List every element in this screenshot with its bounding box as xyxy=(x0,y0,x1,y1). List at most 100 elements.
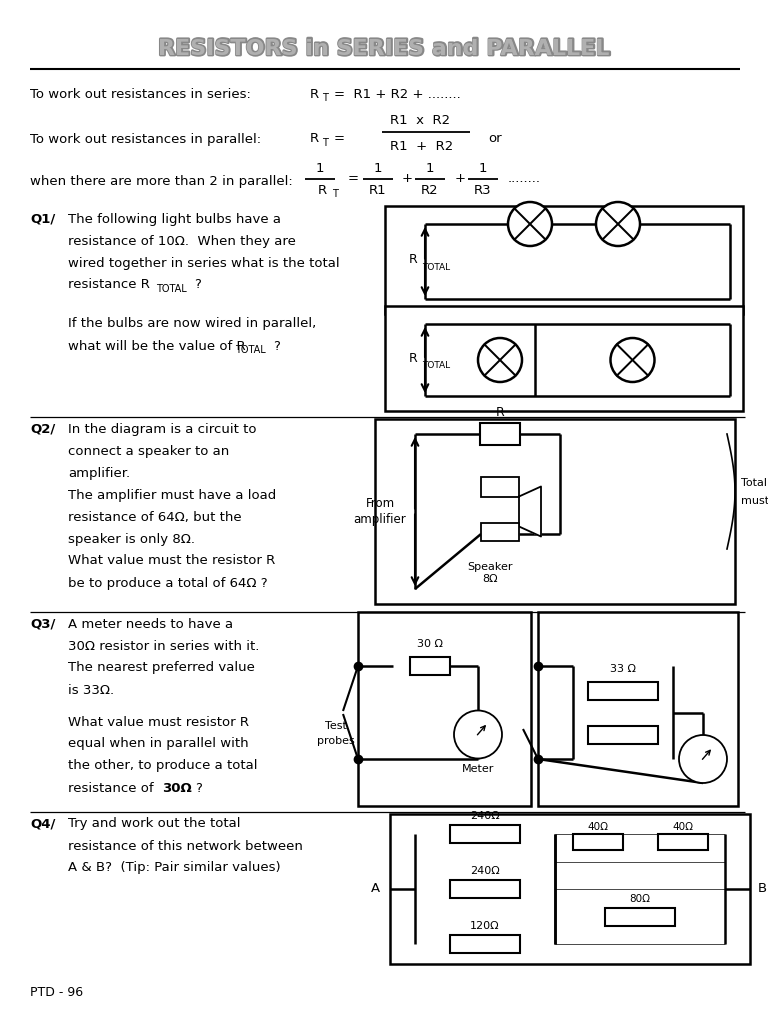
Text: A & B?  (Tip: Pair similar values): A & B? (Tip: Pair similar values) xyxy=(68,861,280,874)
Text: connect a speaker to an: connect a speaker to an xyxy=(68,444,230,458)
Text: A meter needs to have a: A meter needs to have a xyxy=(68,617,233,631)
Circle shape xyxy=(611,338,654,382)
Text: ........: ........ xyxy=(508,172,541,185)
Text: What value must the resistor R: What value must the resistor R xyxy=(68,555,275,567)
Text: If the bulbs are now wired in parallel,: If the bulbs are now wired in parallel, xyxy=(68,317,316,331)
Bar xyxy=(588,725,658,743)
Text: R1  +  R2: R1 + R2 xyxy=(390,139,453,153)
Text: what will be the value of R: what will be the value of R xyxy=(68,340,246,352)
Text: Q1/: Q1/ xyxy=(30,213,55,225)
Text: 1: 1 xyxy=(425,163,434,175)
Text: be to produce a total of 64Ω ?: be to produce a total of 64Ω ? xyxy=(68,577,267,590)
Bar xyxy=(605,907,675,926)
Bar xyxy=(480,423,520,445)
Text: amplifier.: amplifier. xyxy=(68,467,130,479)
Text: resistance of 10Ω.  When they are: resistance of 10Ω. When they are xyxy=(68,234,296,248)
Text: =: = xyxy=(334,132,345,145)
Bar xyxy=(390,814,750,964)
Text: Meter: Meter xyxy=(462,765,494,774)
Text: when there are more than 2 in parallel:: when there are more than 2 in parallel: xyxy=(30,174,293,187)
Text: 1: 1 xyxy=(374,163,382,175)
Bar xyxy=(450,935,520,953)
Text: T: T xyxy=(322,138,328,148)
Bar xyxy=(375,419,735,604)
Text: T: T xyxy=(322,93,328,103)
Text: RESISTORS in SERIES and PARALLEL: RESISTORS in SERIES and PARALLEL xyxy=(158,39,610,59)
Text: RESISTORS in SERIES and PARALLEL: RESISTORS in SERIES and PARALLEL xyxy=(158,39,610,59)
Text: 240Ω: 240Ω xyxy=(470,866,500,876)
Bar xyxy=(657,834,707,850)
Text: =: = xyxy=(348,172,359,185)
Text: TOTAL: TOTAL xyxy=(156,284,187,294)
Circle shape xyxy=(596,202,640,246)
Text: R1  x  R2: R1 x R2 xyxy=(390,114,450,127)
Text: A: A xyxy=(371,883,380,896)
Text: To work out resistances in series:: To work out resistances in series: xyxy=(30,87,251,100)
Bar xyxy=(450,880,520,898)
Bar xyxy=(481,476,519,497)
Text: 30 Ω: 30 Ω xyxy=(417,639,443,649)
Bar xyxy=(410,657,450,675)
Text: R: R xyxy=(495,406,505,419)
Text: R: R xyxy=(318,183,327,197)
Text: Test: Test xyxy=(325,721,347,731)
Text: 1: 1 xyxy=(316,163,324,175)
Text: What value must resistor R: What value must resistor R xyxy=(68,716,249,728)
Text: R: R xyxy=(310,87,319,100)
Text: 40Ω: 40Ω xyxy=(587,821,608,831)
Text: Q4/: Q4/ xyxy=(30,817,55,830)
Bar xyxy=(450,825,520,843)
Text: T: T xyxy=(332,189,338,199)
Bar xyxy=(385,306,743,411)
Bar xyxy=(481,522,519,541)
Text: or: or xyxy=(488,132,502,145)
Text: equal when in parallel with: equal when in parallel with xyxy=(68,737,249,751)
Text: Total resistance: Total resistance xyxy=(741,477,768,487)
Text: must equal 64Ω: must equal 64Ω xyxy=(741,496,768,506)
Text: B: B xyxy=(758,883,767,896)
Text: R: R xyxy=(619,733,627,746)
Text: 30Ω: 30Ω xyxy=(162,781,192,795)
Text: R2: R2 xyxy=(421,183,439,197)
Text: 8Ω: 8Ω xyxy=(482,574,498,584)
Text: TOTAL: TOTAL xyxy=(422,263,450,272)
Text: Q3/: Q3/ xyxy=(30,617,55,631)
Text: resistance of 64Ω, but the: resistance of 64Ω, but the xyxy=(68,511,242,523)
Text: +: + xyxy=(455,172,466,185)
Text: resistance R: resistance R xyxy=(68,279,150,292)
Bar xyxy=(358,612,531,806)
Text: 40Ω: 40Ω xyxy=(672,821,693,831)
Circle shape xyxy=(454,711,502,759)
Text: R: R xyxy=(409,351,417,365)
Text: amplifier: amplifier xyxy=(353,513,406,526)
Text: 30Ω resistor in series with it.: 30Ω resistor in series with it. xyxy=(68,640,260,652)
Text: +: + xyxy=(402,172,413,185)
Text: To work out resistances in parallel:: To work out resistances in parallel: xyxy=(30,132,261,145)
Text: wired together in series what is the total: wired together in series what is the tot… xyxy=(68,256,339,269)
Text: is 33Ω.: is 33Ω. xyxy=(68,683,114,696)
Text: TOTAL: TOTAL xyxy=(422,361,450,371)
Text: speaker is only 8Ω.: speaker is only 8Ω. xyxy=(68,532,195,546)
Text: 1: 1 xyxy=(478,163,487,175)
Text: the other, to produce a total: the other, to produce a total xyxy=(68,760,257,772)
Circle shape xyxy=(508,202,552,246)
Text: 120Ω: 120Ω xyxy=(470,921,500,931)
Text: resistance of this network between: resistance of this network between xyxy=(68,840,303,853)
Text: Speaker: Speaker xyxy=(467,562,513,572)
Text: PTD - 96: PTD - 96 xyxy=(30,985,83,998)
Text: probes: probes xyxy=(317,736,355,746)
Bar xyxy=(538,612,738,806)
Text: The nearest preferred value: The nearest preferred value xyxy=(68,662,255,675)
Text: =  R1 + R2 + ........: = R1 + R2 + ........ xyxy=(334,87,461,100)
Text: resistance of: resistance of xyxy=(68,781,158,795)
Bar xyxy=(572,834,623,850)
Text: 80Ω: 80Ω xyxy=(630,894,650,903)
Bar xyxy=(385,206,743,314)
Text: ?: ? xyxy=(273,340,280,352)
Polygon shape xyxy=(519,486,541,537)
Text: R3: R3 xyxy=(474,183,492,197)
Text: TOTAL: TOTAL xyxy=(235,345,266,355)
Circle shape xyxy=(478,338,522,382)
Text: From: From xyxy=(366,497,395,510)
Circle shape xyxy=(679,735,727,783)
